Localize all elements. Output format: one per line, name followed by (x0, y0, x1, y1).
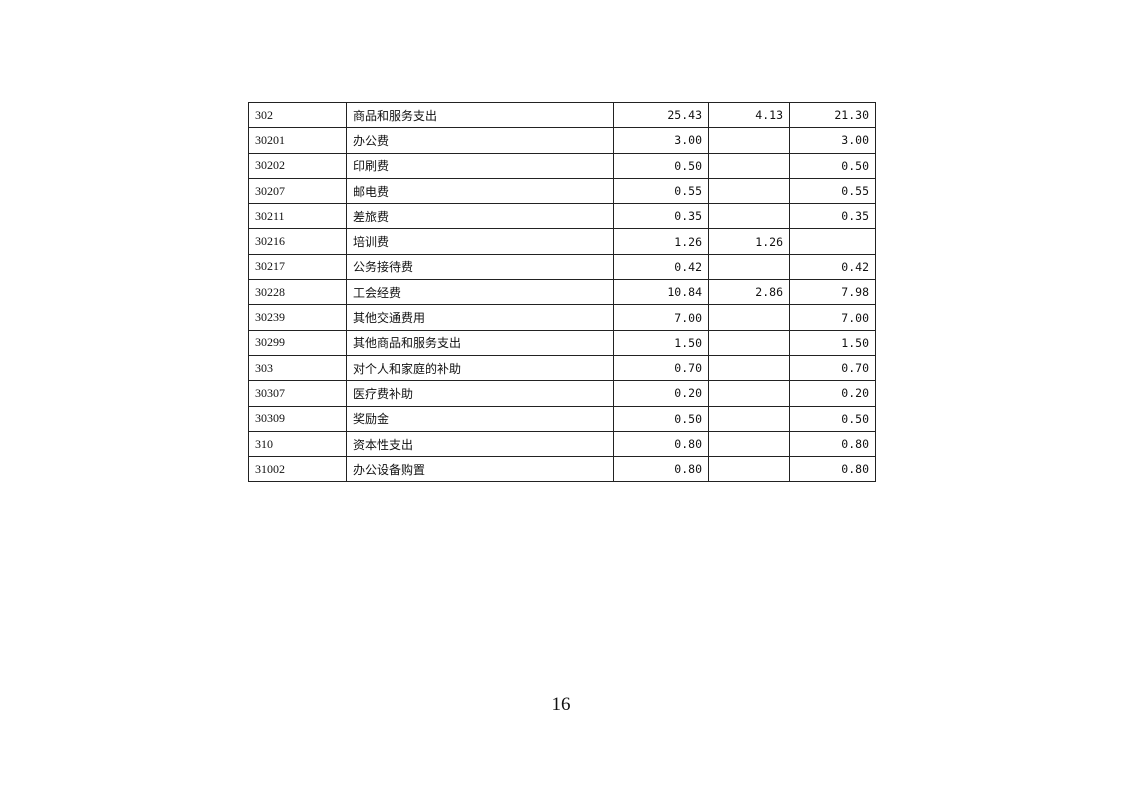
table-row: 30216 培训费 1.26 1.26 (248, 228, 876, 255)
project-cell: 1.50 (789, 329, 876, 356)
total-cell: 0.50 (613, 152, 709, 179)
total-cell: 0.35 (613, 203, 709, 230)
page-number: 16 (551, 694, 571, 715)
budget-table-body: 302 商品和服务支出 25.43 4.13 21.30 30201 办公费 3.00 3.00… (248, 101, 876, 483)
table-row: 303 对个人和家庭的补助 0.70 0.70 (248, 354, 876, 382)
table-row: 302 商品和服务支出 25.43 4.13 21.30 (248, 101, 876, 129)
project-cell: 0.42 (789, 253, 876, 281)
table-row: 30217 公务接待费 0.42 0.42 (248, 253, 876, 281)
project-cell: 3.00 (789, 127, 876, 154)
project-cell: 21.30 (789, 101, 876, 129)
basic-cell (708, 456, 790, 483)
name-cell: 公务接待费 (346, 253, 614, 281)
total-cell: 0.55 (613, 177, 709, 205)
name-cell: 资本性支出 (346, 430, 614, 458)
total-cell: 0.42 (613, 253, 709, 281)
project-cell (789, 228, 876, 255)
name-cell: 商品和服务支出 (346, 101, 614, 129)
total-cell: 7.00 (613, 304, 709, 331)
basic-cell (708, 329, 790, 356)
name-cell: 培训费 (346, 228, 614, 255)
total-cell: 0.80 (613, 430, 709, 458)
code-cell: 30239 (248, 304, 347, 331)
code-cell: 310 (248, 430, 347, 458)
table-row: 310 资本性支出 0.80 0.80 (248, 430, 876, 458)
basic-cell (708, 152, 790, 179)
total-cell: 10.84 (613, 279, 709, 306)
table-row: 30307 医疗费补助 0.20 0.20 (248, 380, 876, 407)
name-cell: 对个人和家庭的补助 (346, 354, 614, 382)
table-row: 30202 印刷费 0.50 0.50 (248, 152, 876, 179)
project-cell: 0.55 (789, 177, 876, 205)
name-cell: 差旅费 (346, 203, 614, 230)
basic-cell: 2.86 (708, 279, 790, 306)
code-cell: 303 (248, 354, 347, 382)
name-cell: 其他商品和服务支出 (346, 329, 614, 356)
total-cell: 25.43 (613, 101, 709, 129)
basic-cell: 1.26 (708, 228, 790, 255)
table-row: 30239 其他交通费用 7.00 7.00 (248, 304, 876, 331)
code-cell: 30217 (248, 253, 347, 281)
project-cell: 0.20 (789, 380, 876, 407)
code-cell: 30307 (248, 380, 347, 407)
basic-cell (708, 380, 790, 407)
project-cell: 0.50 (789, 405, 876, 432)
name-cell: 工会经费 (346, 279, 614, 306)
total-cell: 1.26 (613, 228, 709, 255)
basic-cell (708, 354, 790, 382)
total-cell: 0.50 (613, 405, 709, 432)
name-cell: 邮电费 (346, 177, 614, 205)
code-cell: 30309 (248, 405, 347, 432)
name-cell: 医疗费补助 (346, 380, 614, 407)
project-cell: 0.80 (789, 456, 876, 483)
code-cell: 30207 (248, 177, 347, 205)
project-cell: 7.00 (789, 304, 876, 331)
table-row: 30299 其他商品和服务支出 1.50 1.50 (248, 329, 876, 356)
table-row: 31002 办公设备购置 0.80 0.80 (248, 456, 876, 483)
code-cell: 30201 (248, 127, 347, 154)
total-cell: 1.50 (613, 329, 709, 356)
basic-cell (708, 253, 790, 281)
basic-cell (708, 304, 790, 331)
project-cell: 0.50 (789, 152, 876, 179)
code-cell: 30299 (248, 329, 347, 356)
basic-cell (708, 405, 790, 432)
name-cell: 办公设备购置 (346, 456, 614, 483)
name-cell: 其他交通费用 (346, 304, 614, 331)
project-cell: 0.35 (789, 203, 876, 230)
name-cell: 办公费 (346, 127, 614, 154)
code-cell: 30228 (248, 279, 347, 306)
code-cell: 302 (248, 101, 347, 129)
total-cell: 0.70 (613, 354, 709, 382)
project-cell: 0.80 (789, 430, 876, 458)
table-row: 30207 邮电费 0.55 0.55 (248, 177, 876, 205)
basic-cell (708, 177, 790, 205)
project-cell: 0.70 (789, 354, 876, 382)
basic-cell (708, 203, 790, 230)
code-cell: 31002 (248, 456, 347, 483)
table-row: 30309 奖励金 0.50 0.50 (248, 405, 876, 432)
basic-cell (708, 127, 790, 154)
total-cell: 0.20 (613, 380, 709, 407)
name-cell: 印刷费 (346, 152, 614, 179)
table-row: 30228 工会经费 10.84 2.86 7.98 (248, 279, 876, 306)
project-cell: 7.98 (789, 279, 876, 306)
table-row: 30201 办公费 3.00 3.00 (248, 127, 876, 154)
code-cell: 30216 (248, 228, 347, 255)
total-cell: 3.00 (613, 127, 709, 154)
budget-table: 302 商品和服务支出 25.43 4.13 21.30 30201 办公费 3.00 3.00… (248, 101, 876, 483)
basic-cell (708, 430, 790, 458)
code-cell: 30211 (248, 203, 347, 230)
name-cell: 奖励金 (346, 405, 614, 432)
table-row: 30211 差旅费 0.35 0.35 (248, 203, 876, 230)
total-cell: 0.80 (613, 456, 709, 483)
code-cell: 30202 (248, 152, 347, 179)
basic-cell: 4.13 (708, 101, 790, 129)
